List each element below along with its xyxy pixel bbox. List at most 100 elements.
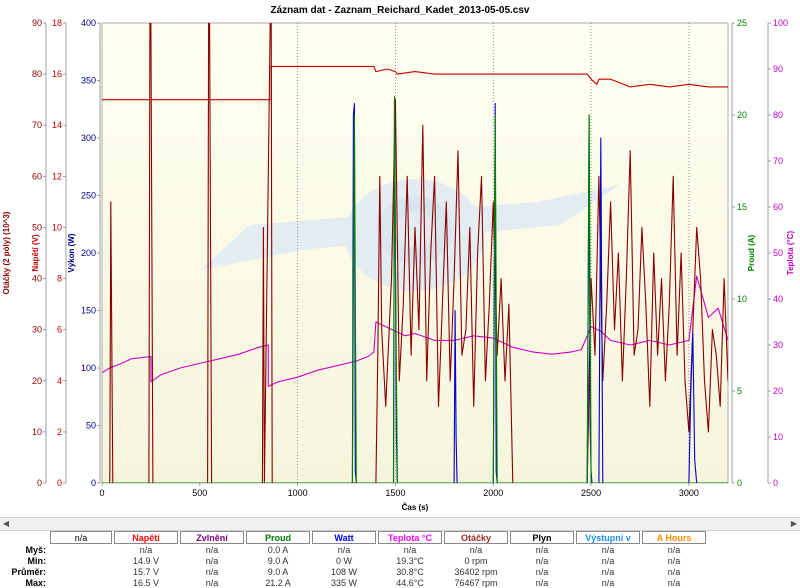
napeti-tick-label: 0 xyxy=(57,478,62,488)
teplota-tick-label: 10 xyxy=(773,432,783,442)
stats-row: Průměr: 15.7 V n/a 9.0 A 108 W 30.8°C 36402 rp… xyxy=(2,566,706,577)
otacky-tick-label: 40 xyxy=(32,274,42,284)
stats-value-cell: n/a xyxy=(535,544,549,555)
stats-value-cell: 14.9 V xyxy=(132,555,160,566)
napeti-tick-label: 4 xyxy=(57,376,62,386)
stats-column-header[interactable]: Watt xyxy=(312,531,376,544)
teplota-tick-label: 40 xyxy=(773,294,783,304)
teplota-tick-label: 70 xyxy=(773,156,783,166)
stats-column-header[interactable]: Zvlnění xyxy=(180,531,244,544)
x-axis-label: Čas (s) xyxy=(402,503,429,512)
stats-value-cell: n/a xyxy=(535,577,549,588)
napeti-tick-label: 12 xyxy=(52,171,62,181)
stats-value-cell: 335 W xyxy=(330,577,357,588)
stats-value-cell: 9.0 A xyxy=(267,555,289,566)
stats-value-cell: 19.3°C xyxy=(396,555,424,566)
otacky-tick-label: 20 xyxy=(32,376,42,386)
teplota-tick-label: 90 xyxy=(773,64,783,74)
stats-column-header[interactable]: Plyn xyxy=(510,531,574,544)
stats-row: Myš: n/a n/a 0.0 A n/a n/a n/a n/a n/a n/a xyxy=(2,544,706,555)
horizontal-scrollbar[interactable]: ◀ ▶ xyxy=(0,517,800,531)
stats-value-cell: n/a xyxy=(667,566,681,577)
vykon-tick-label: 300 xyxy=(81,133,96,143)
stats-value-cell: n/a xyxy=(667,544,681,555)
teplota-tick-label: 30 xyxy=(773,340,783,350)
stats-value-cell: 9.0 A xyxy=(267,566,289,577)
napeti-axis-label: Napětí (V) xyxy=(31,234,40,272)
stats-row-label: Max: xyxy=(25,577,46,588)
teplota-tick-label: 0 xyxy=(773,478,778,488)
stats-row: Max: 16.5 V n/a 21.2 A 335 W 44.6°C 76467 rpm n… xyxy=(2,577,706,588)
stats-empty-cell xyxy=(50,577,112,588)
stats-value-cell: 0 rpm xyxy=(464,555,488,566)
otacky-tick-label: 60 xyxy=(32,171,42,181)
napeti-tick-label: 16 xyxy=(52,69,62,79)
stats-value-cell: n/a xyxy=(205,544,219,555)
stats-value-cell: n/a xyxy=(139,544,153,555)
stats-value-cell: n/a xyxy=(205,577,219,588)
stats-value-cell: 76467 rpm xyxy=(454,577,498,588)
stats-value-cell: n/a xyxy=(205,555,219,566)
vykon-tick-label: 400 xyxy=(81,18,96,28)
x-tick-label: 2000 xyxy=(483,488,503,498)
vykon-tick-label: 150 xyxy=(81,306,96,316)
stats-value-cell: 30.8°C xyxy=(396,566,424,577)
stats-value-cell: n/a xyxy=(667,577,681,588)
stats-value-cell: 0 W xyxy=(335,555,352,566)
stats-column-header[interactable]: A Hours xyxy=(642,531,706,544)
stats-column-header[interactable]: Napětí xyxy=(114,531,178,544)
stats-value-cell: n/a xyxy=(601,577,615,588)
otacky-tick-label: 0 xyxy=(37,478,42,488)
napeti-tick-label: 2 xyxy=(57,427,62,437)
stats-row-label: Průměr: xyxy=(11,566,46,577)
otacky-tick-label: 50 xyxy=(32,222,42,232)
stats-header-row: n/a Napětí Zvlnění Proud Watt Teplota °C Otáčk… xyxy=(2,531,706,544)
proud-tick-label: 20 xyxy=(737,110,747,120)
stats-value-cell: n/a xyxy=(205,566,219,577)
stats-column-header[interactable]: n/a xyxy=(50,531,112,544)
teplota-tick-label: 60 xyxy=(773,202,783,212)
proud-tick-label: 15 xyxy=(737,202,747,212)
series-group xyxy=(102,23,728,483)
stats-column-header[interactable]: Výstupní v xyxy=(576,531,640,544)
stats-corner-cell xyxy=(2,531,48,544)
otacky-tick-label: 80 xyxy=(32,69,42,79)
napeti-tick-label: 6 xyxy=(57,325,62,335)
proud-tick-label: 0 xyxy=(737,478,742,488)
stats-value-cell: 36402 rpm xyxy=(454,566,498,577)
stats-value-cell: 16.5 V xyxy=(132,577,160,588)
scroll-left-arrow-icon[interactable]: ◀ xyxy=(2,519,10,528)
stats-column-header[interactable]: Proud xyxy=(246,531,310,544)
teplota-tick-label: 20 xyxy=(773,386,783,396)
stats-value-cell: n/a xyxy=(601,566,615,577)
scroll-right-arrow-icon[interactable]: ▶ xyxy=(790,519,798,528)
proud-tick-label: 10 xyxy=(737,294,747,304)
series-line-vykon xyxy=(102,102,728,483)
vykon-tick-label: 250 xyxy=(81,191,96,201)
stats-row-label: Min: xyxy=(27,555,47,566)
stats-empty-cell xyxy=(50,555,112,566)
vykon-tick-label: 0 xyxy=(91,478,96,488)
stats-value-cell: 21.2 A xyxy=(265,577,291,588)
stats-value-cell: n/a xyxy=(535,566,549,577)
series-line-napeti xyxy=(102,65,728,101)
otacky-tick-label: 90 xyxy=(32,18,42,28)
stats-value-cell: n/a xyxy=(337,544,351,555)
stats-value-cell: 44.6°C xyxy=(396,577,424,588)
napeti-tick-label: 18 xyxy=(52,18,62,28)
x-tick-label: 1000 xyxy=(288,488,308,498)
napeti-tick-label: 10 xyxy=(52,222,62,232)
stats-column-header[interactable]: Otáčky xyxy=(444,531,508,544)
otacky-axis-label: Otáčky (2 póly) (10^3) xyxy=(2,211,11,294)
chart-title: Záznam dat - Zaznam_Reichard_Kadet_2013-… xyxy=(270,5,529,16)
teplota-tick-label: 80 xyxy=(773,110,783,120)
stats-value-cell: n/a xyxy=(403,544,417,555)
stats-column-header[interactable]: Teplota °C xyxy=(378,531,442,544)
teplota-tick-label: 100 xyxy=(773,18,788,28)
x-tick-label: 2500 xyxy=(581,488,601,498)
napeti-tick-label: 14 xyxy=(52,120,62,130)
stats-value-cell: n/a xyxy=(667,555,681,566)
otacky-tick-label: 70 xyxy=(32,120,42,130)
stats-value-cell: n/a xyxy=(469,544,483,555)
